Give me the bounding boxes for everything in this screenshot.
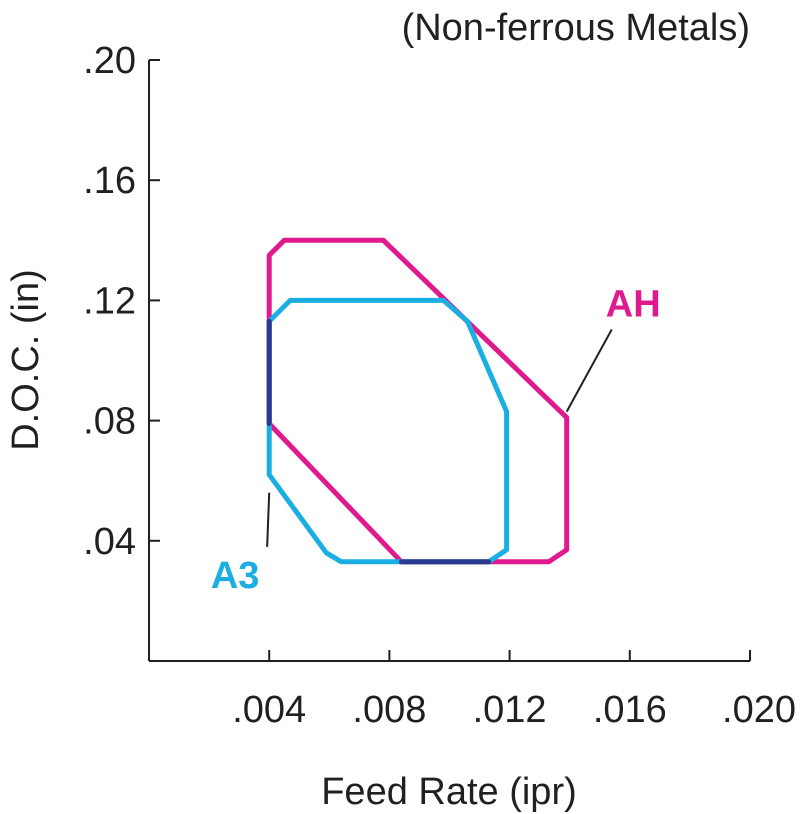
y-axis-label: D.O.C. (in) (5, 269, 47, 451)
x-axis-label: Feed Rate (ipr) (321, 771, 577, 813)
x-ticks: .004 .008 .012 .016 .020 (232, 650, 796, 731)
x-tick-label: .012 (473, 689, 547, 731)
callout-line-a3 (266, 492, 271, 547)
series-label-ah: AH (606, 283, 661, 325)
plot-frame (148, 60, 750, 662)
series-outline-ah (266, 237, 570, 565)
series-label-a3: A3 (211, 555, 260, 597)
y-tick-label: .20 (83, 40, 136, 82)
y-tick-label: .08 (83, 401, 136, 443)
y-tick-label: .16 (83, 160, 136, 202)
callouts: AH A3 (211, 283, 661, 596)
y-ticks: .04 .08 .12 .16 .20 (83, 40, 160, 563)
x-tick-label: .004 (232, 689, 306, 731)
y-tick-label: .12 (83, 280, 136, 322)
series-outline-a3 (266, 297, 510, 565)
chart-subtitle: (Non-ferrous Metals) (402, 7, 750, 49)
x-tick-label: .016 (593, 689, 667, 731)
y-tick-label: .04 (83, 521, 136, 563)
callout-line-ah (565, 328, 613, 413)
x-tick-label: .008 (352, 689, 426, 731)
x-tick-label: .020 (722, 689, 796, 731)
series-layer (266, 237, 570, 565)
